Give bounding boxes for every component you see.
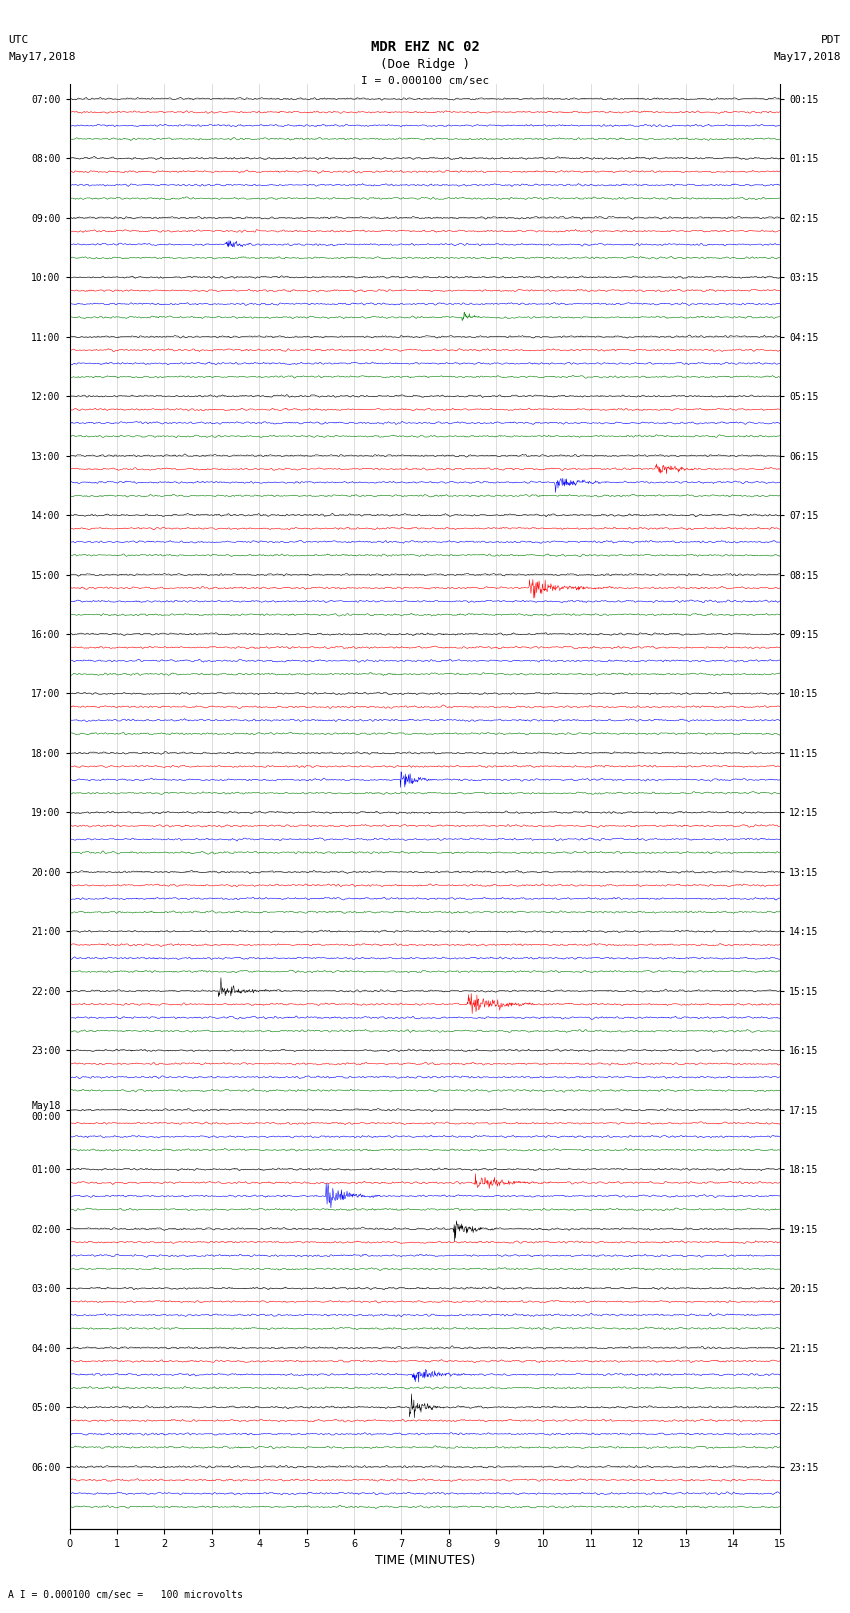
Text: I = 0.000100 cm/sec: I = 0.000100 cm/sec bbox=[361, 76, 489, 85]
Text: PDT: PDT bbox=[821, 35, 842, 45]
Text: MDR EHZ NC 02: MDR EHZ NC 02 bbox=[371, 40, 479, 55]
Text: May17,2018: May17,2018 bbox=[774, 52, 842, 61]
X-axis label: TIME (MINUTES): TIME (MINUTES) bbox=[375, 1555, 475, 1568]
Text: UTC: UTC bbox=[8, 35, 29, 45]
Text: (Doe Ridge ): (Doe Ridge ) bbox=[380, 58, 470, 71]
Text: May17,2018: May17,2018 bbox=[8, 52, 76, 61]
Text: A I = 0.000100 cm/sec =   100 microvolts: A I = 0.000100 cm/sec = 100 microvolts bbox=[8, 1590, 243, 1600]
